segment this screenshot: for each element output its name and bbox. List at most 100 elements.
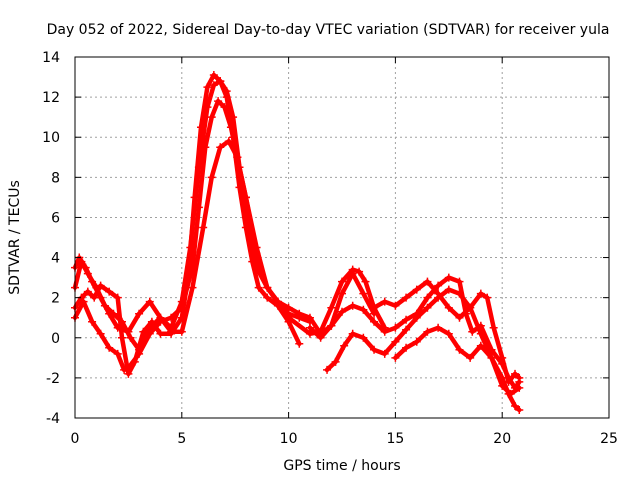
track-8-point-10 <box>498 381 507 390</box>
track-4-point-21 <box>263 283 272 292</box>
track-4-point-14 <box>199 223 208 232</box>
track-4-point-8 <box>135 345 144 354</box>
track-7-point-14 <box>504 377 513 386</box>
y-tick-labels: -4 -2 0 2 4 6 8 10 12 14 <box>42 50 60 427</box>
track-1-point-18 <box>203 83 212 92</box>
y-tick-label-10: 10 <box>42 130 60 146</box>
y-tick-label-2: 2 <box>51 291 60 307</box>
track-3-line <box>72 98 387 373</box>
track-7-point-9 <box>466 303 475 312</box>
y-tick-label-12: 12 <box>42 90 60 106</box>
track-3-point-1 <box>79 297 88 306</box>
track-7-point-16 <box>515 373 524 382</box>
track-7-point-0 <box>370 303 379 312</box>
track-5-point-9 <box>402 315 411 324</box>
track-2-point-17 <box>216 77 225 86</box>
track-5-point-5 <box>359 305 368 314</box>
track-3-point-28 <box>338 277 346 286</box>
track-1-line <box>72 72 302 377</box>
track-4-point-5 <box>109 309 118 318</box>
track-1-point-12 <box>156 329 165 338</box>
track-6-point-19 <box>511 401 520 410</box>
track-4-point-30 <box>359 289 368 298</box>
track-6-point-0 <box>323 365 332 374</box>
track-4-point-25 <box>305 313 314 322</box>
track-8-point-0 <box>391 353 400 362</box>
track-5-point-2 <box>327 321 336 330</box>
track-5-point-13 <box>444 273 453 282</box>
track-6-point-2 <box>340 341 349 350</box>
track-4-point-13 <box>188 283 197 292</box>
y-tick-label--2: -2 <box>46 371 60 387</box>
track-3-point-16 <box>207 113 216 122</box>
track-5-point-14 <box>455 277 464 286</box>
track-6-point-6 <box>380 349 389 358</box>
track-4-point-19 <box>241 193 250 202</box>
track-1-point-4 <box>96 281 105 290</box>
x-axis-label: GPS time / hours <box>283 458 400 474</box>
track-4-point-24 <box>295 309 304 318</box>
track-1-point-30 <box>295 339 304 348</box>
track-7-point-6 <box>434 289 443 298</box>
chart-title: Day 052 of 2022, Sidereal Day-to-day VTE… <box>47 22 610 38</box>
track-4-point-11 <box>167 327 176 336</box>
series-track-3 <box>71 97 389 374</box>
track-1-point-27 <box>263 293 272 302</box>
y-tick-label-8: 8 <box>51 170 60 186</box>
track-3-point-12 <box>177 303 186 312</box>
track-4-point-17 <box>224 137 233 146</box>
plot-frame <box>74 56 610 419</box>
track-5-point-1 <box>316 333 325 342</box>
track-7-point-11 <box>483 293 492 302</box>
x-tick-label-10: 10 <box>280 431 298 447</box>
y-tick-label-0: 0 <box>51 331 60 347</box>
track-8-point-8 <box>476 341 485 350</box>
track-4-point-3 <box>92 283 101 292</box>
track-5-point-7 <box>380 327 389 336</box>
track-4-point-1 <box>77 257 86 266</box>
track-7-point-8 <box>455 313 464 322</box>
track-3-point-3 <box>96 329 105 338</box>
track-6-point-10 <box>423 303 432 312</box>
x-tick-label-20: 20 <box>493 431 511 447</box>
track-3-point-27 <box>327 303 336 312</box>
track-5-point-12 <box>434 281 443 290</box>
track-7-point-12 <box>489 323 498 332</box>
track-6-point-7 <box>391 337 400 346</box>
track-8-point-1 <box>402 343 411 352</box>
track-4-point-2 <box>83 269 92 278</box>
track-1-point-26 <box>254 283 263 292</box>
x-tick-label-15: 15 <box>386 431 404 447</box>
y-tick-label--4: -4 <box>46 411 60 427</box>
track-2-point-9 <box>145 297 154 306</box>
track-7-point-15 <box>511 369 520 378</box>
track-7-point-3 <box>402 293 411 302</box>
track-4-point-10 <box>156 313 165 322</box>
track-4-point-16 <box>216 143 225 152</box>
track-3-point-2 <box>88 317 97 326</box>
series-track-7 <box>370 277 524 386</box>
track-2-point-18 <box>222 87 231 96</box>
track-6-point-4 <box>359 333 368 342</box>
y-tick-label-4: 4 <box>51 251 60 267</box>
track-2-point-6 <box>113 323 122 332</box>
track-3-point-14 <box>194 203 203 212</box>
track-3-point-4 <box>105 343 114 352</box>
track-8-point-12 <box>515 383 524 392</box>
track-5-point-0 <box>305 323 314 332</box>
track-3-point-24 <box>284 313 293 322</box>
track-6-point-13 <box>455 289 464 298</box>
track-5-point-8 <box>391 323 400 332</box>
track-4-point-9 <box>145 323 154 332</box>
track-8-point-4 <box>434 323 443 332</box>
track-7-point-13 <box>498 353 507 362</box>
data-series <box>71 71 524 414</box>
grid-lines <box>75 57 609 418</box>
track-3-point-6 <box>120 365 129 374</box>
track-8-point-7 <box>466 353 475 362</box>
track-4-point-6 <box>117 317 126 326</box>
track-3-point-17 <box>214 97 223 106</box>
track-4-point-12 <box>177 327 186 336</box>
track-5-point-11 <box>423 293 432 302</box>
track-1-point-6 <box>113 293 122 302</box>
